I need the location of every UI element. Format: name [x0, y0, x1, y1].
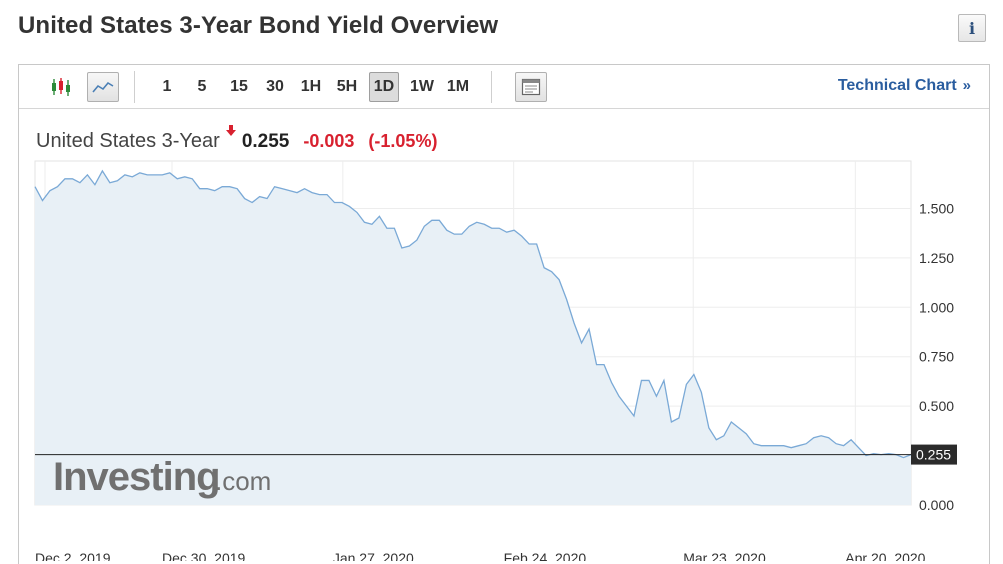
y-tick-label-5: 0.000 [919, 497, 954, 513]
technical-chart-link[interactable]: Technical Chart » [838, 77, 971, 95]
timeframe-1h[interactable]: 1H [300, 78, 322, 95]
x-tick-label-2: Jan 27, 2020 [333, 550, 414, 561]
last-value-badge [911, 444, 957, 465]
last-value-label: 0.255 [916, 447, 951, 463]
last-price: 0.255 [241, 131, 290, 152]
timeframe-30[interactable]: 30 [266, 78, 284, 95]
candlestick-icon[interactable] [47, 72, 75, 102]
y-tick-label-0: 1.500 [919, 200, 954, 216]
timeframe-5h[interactable]: 5H [336, 78, 358, 95]
price-chart[interactable]: Investing.com 1.500 1.250 1.000 0.750 0.500 0.… [19, 65, 989, 561]
y-tick-label-4: 0.500 [919, 398, 954, 414]
chart-panel: Investing .com 1.500 1.250 1.000 0.750 0.500 0.… [18, 64, 990, 564]
timeframe-15[interactable]: 15 [230, 78, 248, 95]
x-tick-label-1: Dec 30, 2019 [162, 550, 245, 561]
timeframe-1w[interactable]: 1W [410, 78, 434, 95]
timeframe-1m[interactable]: 1M [446, 78, 470, 95]
technical-chart-label: Technical Chart [837, 77, 957, 94]
x-tick-label-4: Mar 23, 2020 [683, 550, 766, 561]
page-title: United States 3-Year Bond Yield Overview [18, 12, 499, 39]
area-fill [35, 170, 911, 505]
line-chart-icon[interactable] [87, 72, 119, 102]
x-tick-label-5: Apr 20, 2020 [845, 550, 925, 561]
watermark-suffix: .com [215, 466, 271, 496]
price-change-percent: (-1.05%) [368, 131, 438, 151]
down-arrow-icon [225, 125, 236, 152]
double-chevron-right-icon: » [962, 77, 971, 94]
watermark-brand: Investing [53, 455, 220, 499]
info-icon[interactable]: i [958, 14, 986, 42]
series-line [34, 169, 912, 459]
instrument-name: United States 3-Year [36, 130, 220, 152]
y-tick-label-3: 0.750 [919, 349, 954, 365]
x-tick-label-0: Dec 2, 2019 [35, 550, 111, 561]
timeframe-1[interactable]: 1 [162, 78, 172, 95]
layout-icon[interactable] [515, 72, 547, 102]
x-tick-label-3: Feb 24, 2020 [504, 550, 587, 561]
chart-toolbar: 1 5 15 30 1H 5H 1D 1W 1M Technical Chart… [19, 65, 989, 109]
timeframe-5[interactable]: 5 [197, 78, 207, 95]
quote-header: United States 3-Year 0.255 -0.003 (-1.05… [36, 125, 438, 152]
y-tick-label-1: 1.250 [919, 250, 954, 266]
price-change: -0.003 [303, 131, 355, 151]
y-tick-label-2: 1.000 [919, 299, 954, 315]
timeframe-1d[interactable]: 1D [369, 72, 399, 102]
